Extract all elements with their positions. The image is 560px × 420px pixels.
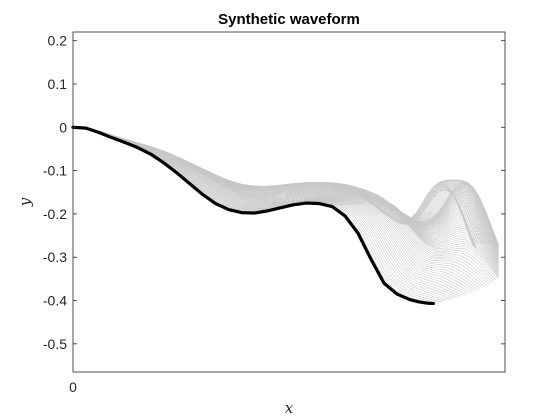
y-tick-label: -0.3 bbox=[43, 249, 67, 265]
chart-title: Synthetic waveform bbox=[218, 11, 360, 28]
y-tick-label: -0.5 bbox=[43, 336, 67, 352]
y-tick-label: -0.2 bbox=[43, 206, 67, 222]
y-tick-label: -0.4 bbox=[43, 293, 67, 309]
y-tick-label: 0 bbox=[59, 119, 67, 135]
y-tick-label: -0.1 bbox=[43, 163, 67, 179]
y-tick-label: 0.1 bbox=[48, 76, 68, 92]
highlighted-series-line bbox=[71, 125, 435, 306]
y-axis-ticks: 0.2 0.1 0 -0.1 -0.2 -0.3 -0.4 -0.5 bbox=[43, 33, 505, 352]
background-waveform-line bbox=[72, 126, 477, 249]
y-axis-label: y bbox=[16, 197, 34, 207]
highlighted-series-group bbox=[71, 125, 435, 306]
plot-frame bbox=[72, 31, 506, 373]
x-axis-label: x bbox=[285, 399, 294, 417]
x-tick-label: 0 bbox=[69, 379, 77, 395]
x-axis-ticks: 0 bbox=[69, 379, 77, 395]
y-tick-label: 0.2 bbox=[48, 33, 68, 49]
